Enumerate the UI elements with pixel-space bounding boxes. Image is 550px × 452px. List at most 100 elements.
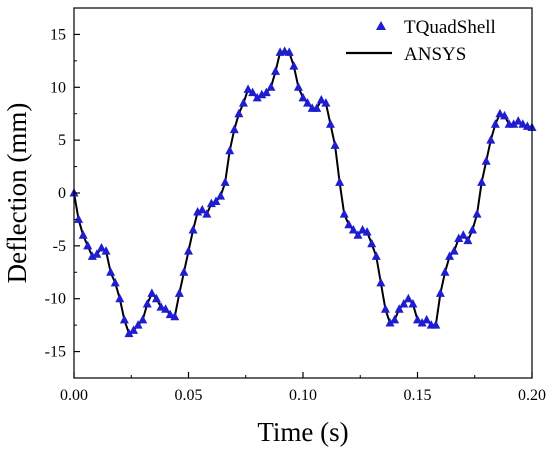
tquadshell-data-point [513,116,523,125]
y-axis-title: Deflection (mm) [2,103,32,284]
legend-label-ansys: ANSYS [404,44,466,65]
tquadshell-data-point [202,209,212,218]
tquadshell-data-point [394,304,404,313]
tquadshell-data-point [303,98,313,107]
tquadshell-data-point [156,302,166,311]
tquadshell-data-point [96,242,106,252]
x-axis-title: Time (s) [257,417,348,447]
y-tick-label: -15 [45,344,66,361]
legend: TQuadShell ANSYS [346,17,496,65]
tquadshell-data-point [367,238,377,248]
tquadshell-data-point [481,156,491,165]
tquadshell-data-point [216,191,226,200]
tquadshell-data-point [445,251,455,260]
tquadshell-data-point [454,233,464,242]
tquadshell-data-point [119,314,129,324]
tquadshell-data-point [188,225,198,234]
tquadshell-series-layer [69,46,537,338]
y-tick-label: 0 [58,185,66,202]
tquadshell-data-point [435,288,445,297]
tquadshell-data-point [321,98,331,107]
tquadshell-data-point [449,246,459,255]
tquadshell-data-point [165,309,175,319]
tquadshell-data-point [248,87,258,97]
tquadshell-data-point [284,47,294,56]
tquadshell-data-point [225,145,235,155]
tquadshell-data-point [500,110,510,120]
tquadshell-data-point [142,299,152,308]
legend-marker-tquadshell [376,21,386,30]
tquadshell-data-point [151,293,161,303]
tquadshell-data-point [83,240,93,250]
y-axis-ticks: -15 -10 -5 0 5 10 15 [45,26,80,361]
tquadshell-data-point [509,119,519,128]
tquadshell-data-point [463,235,473,245]
tquadshell-data-point [261,87,271,97]
tquadshell-data-point [413,314,422,324]
tquadshell-data-point [133,320,143,329]
y-tick-label: 10 [50,79,66,96]
tquadshell-data-point [440,267,450,276]
tquadshell-data-point [266,82,276,91]
tquadshell-data-point [115,293,125,303]
tquadshell-data-point [486,135,496,144]
tquadshell-data-point [238,98,248,107]
tquadshell-data-point [101,246,111,255]
tquadshell-data-point [298,92,308,102]
tquadshell-data-point [490,119,500,128]
tquadshell-data-point [380,304,390,313]
plot-area [69,46,537,338]
tquadshell-data-point [399,299,409,308]
tquadshell-data-point [458,230,468,239]
x-axis-ticks: 0.00 0.05 0.10 0.15 0.20 [60,372,546,404]
y-tick-label: 15 [50,26,66,43]
y-tick-label: -5 [53,238,66,255]
tquadshell-data-point [271,66,281,75]
tquadshell-data-point [179,267,189,276]
tquadshell-data-point [467,225,477,234]
tquadshell-data-point [161,304,171,313]
tquadshell-data-point [477,177,487,186]
tquadshell-data-point [129,325,139,334]
tquadshell-data-point [417,318,427,327]
tquadshell-data-point [376,277,386,287]
tquadshell-data-point [174,288,184,297]
tquadshell-data-point [92,249,102,258]
tquadshell-data-point [170,311,180,321]
tquadshell-data-point [371,251,381,260]
tquadshell-data-point [252,92,262,102]
x-tick-label: 0.15 [404,387,432,404]
tquadshell-data-point [316,94,326,104]
tquadshell-data-point [229,124,239,134]
tquadshell-data-point [518,119,528,128]
tquadshell-data-point [184,246,193,255]
tquadshell-data-point [289,61,299,70]
tquadshell-data-point [339,209,349,218]
tquadshell-data-point [408,299,418,308]
tquadshell-data-point [330,140,340,149]
tquadshell-data-point [385,318,395,327]
tquadshell-data-point [110,277,120,287]
y-tick-label: 5 [58,132,66,149]
tquadshell-data-point [344,219,354,229]
tquadshell-data-point [472,209,482,218]
tquadshell-data-point [234,108,244,118]
x-tick-label: 0.10 [289,387,317,404]
tquadshell-data-point [325,119,335,128]
tquadshell-data-point [78,230,88,239]
tquadshell-data-point [390,314,400,324]
tquadshell-data-point [138,314,148,324]
tquadshell-data-point [312,103,322,112]
legend-label-tquadshell: TQuadShell [404,17,496,38]
tquadshell-data-point [197,204,207,214]
x-tick-label: 0.05 [175,387,203,404]
tquadshell-data-point [293,82,303,91]
tquadshell-data-point [106,267,116,276]
tquadshell-data-point [422,314,432,324]
y-tick-label: -10 [45,291,66,308]
tquadshell-data-point [353,230,363,239]
tquadshell-data-point [211,196,221,205]
x-tick-label: 0.00 [60,387,88,404]
tquadshell-data-point [243,84,253,93]
tquadshell-data-point [348,225,358,234]
